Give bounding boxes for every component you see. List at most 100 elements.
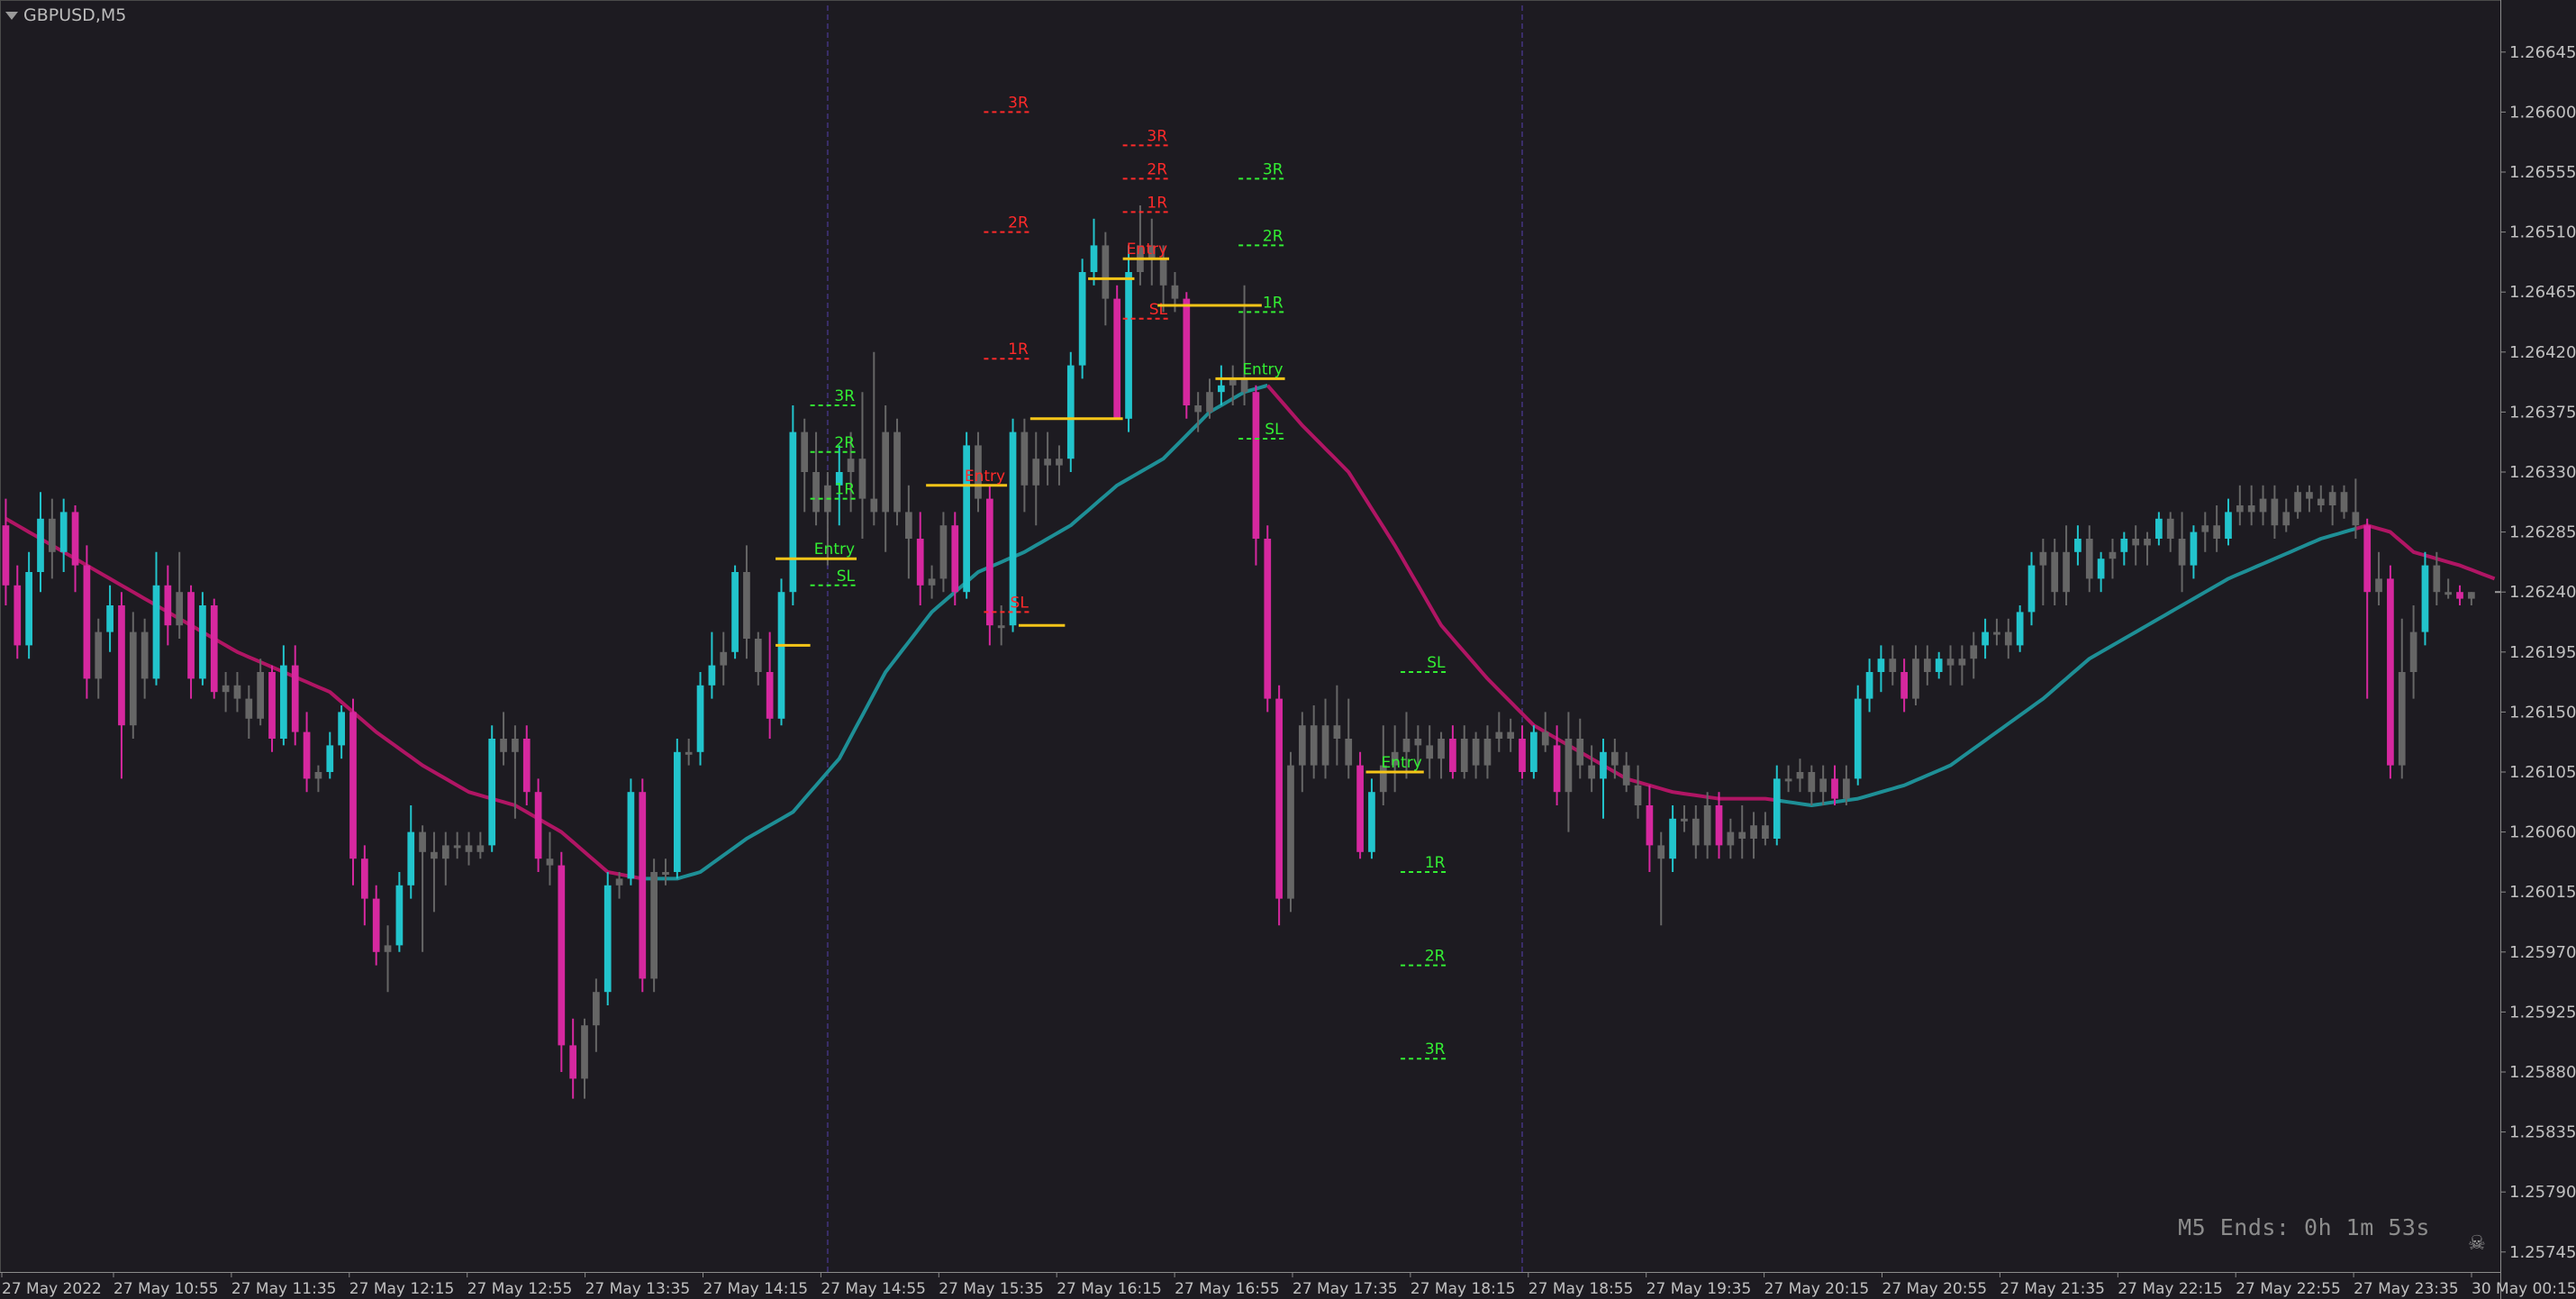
candle-body <box>1831 778 1838 799</box>
level-label: 2R <box>834 434 855 452</box>
candle-body <box>2398 672 2406 766</box>
candle-body <box>1426 745 1434 759</box>
candle-body <box>1530 731 1537 772</box>
candle-body <box>2213 525 2220 539</box>
candle-body <box>2016 612 2024 646</box>
y-tick-label: 1.26195 <box>2509 643 2576 662</box>
candle-body <box>1009 431 1017 626</box>
candle-body <box>1206 392 1213 413</box>
candle-body <box>1345 739 1353 766</box>
candle-body <box>1588 765 1595 779</box>
candle-body <box>2109 551 2117 559</box>
candle-body <box>1970 645 1978 659</box>
candle-body <box>2178 539 2186 566</box>
moving-average-line <box>5 517 643 881</box>
candle-body <box>835 472 843 486</box>
candle-body <box>2294 492 2301 513</box>
candle-body <box>639 792 647 979</box>
y-tick-label: 1.26600 <box>2509 103 2576 122</box>
x-tick-label: 27 May 15:35 <box>939 1280 1044 1298</box>
candle-body <box>975 445 982 499</box>
candle-body <box>465 845 473 852</box>
y-tick-label: 1.26105 <box>2509 763 2576 782</box>
candle-body <box>1715 805 1723 846</box>
candle-body <box>1900 672 1908 699</box>
candle-body <box>1113 298 1121 419</box>
candle-body <box>118 605 125 726</box>
candle-body <box>985 498 993 626</box>
candle-body <box>488 739 496 846</box>
candle-body <box>1438 739 1445 759</box>
y-tick-label: 1.25880 <box>2509 1063 2576 1082</box>
candle-body <box>2155 518 2163 539</box>
candle-body <box>777 592 785 719</box>
candle-body <box>754 639 762 672</box>
candle-body <box>453 845 461 849</box>
candle-body <box>1356 765 1364 852</box>
level-label: 3R <box>834 387 855 405</box>
candle-body <box>1460 739 1468 772</box>
candle-body <box>1472 739 1480 766</box>
y-tick-label: 1.25790 <box>2509 1183 2576 1202</box>
level-label: SL <box>1011 594 1029 612</box>
candle-body <box>685 751 693 755</box>
candle-body <box>627 792 635 879</box>
candle-body <box>384 945 392 952</box>
candle-body <box>326 745 334 772</box>
candle-body <box>720 651 728 666</box>
candle-body <box>1843 778 1850 799</box>
y-tick-label: 1.26060 <box>2509 823 2576 842</box>
candle-body <box>963 445 970 593</box>
candle-body <box>2039 551 2047 566</box>
x-tick-label: 27 May 22:15 <box>2118 1280 2223 1298</box>
candle-body <box>106 605 113 632</box>
candle-body <box>2 525 10 586</box>
candle-body <box>395 885 404 946</box>
candle-body <box>268 672 276 739</box>
candle-body <box>2433 565 2441 593</box>
candle-body <box>546 858 554 866</box>
candle-body <box>1414 739 1422 746</box>
candle-body <box>2259 498 2267 513</box>
candle-body <box>1449 739 1456 772</box>
level-label: 1R <box>1263 294 1283 312</box>
candle-body <box>25 572 32 646</box>
y-tick-label: 1.26645 <box>2509 43 2576 62</box>
candle-body <box>2409 631 2417 672</box>
candle-body <box>152 585 160 679</box>
candle-body <box>441 845 449 859</box>
x-tick-label: 27 May 10:55 <box>113 1280 219 1298</box>
candle-body <box>801 431 809 472</box>
moving-average-line <box>1776 526 2356 807</box>
candle-body <box>1171 285 1179 299</box>
candle-body <box>1553 745 1561 793</box>
candle-body <box>83 565 91 679</box>
candle-body <box>222 685 230 693</box>
candle-body <box>1877 659 1885 672</box>
candle-body <box>2468 592 2475 599</box>
candle-body <box>164 585 172 626</box>
level-label: 2R <box>1008 214 1029 232</box>
candle-body <box>1519 739 1526 772</box>
candle-body <box>1056 459 1063 466</box>
candle-body <box>893 431 901 513</box>
x-tick-label: 27 May 11:35 <box>231 1280 337 1298</box>
level-label: Entry <box>965 468 1005 486</box>
candle-body <box>338 712 345 746</box>
candle-body <box>2328 492 2336 505</box>
level-label: 3R <box>1425 1040 1446 1058</box>
candle-body <box>1727 831 1735 846</box>
symbol-header[interactable]: GBPUSD,M5 <box>5 5 126 25</box>
level-label: Entry <box>1127 241 1167 259</box>
candle-body <box>1252 392 1260 539</box>
y-tick-label: 1.25925 <box>2509 1003 2576 1022</box>
triangle-down-icon[interactable] <box>5 11 18 20</box>
candle-body <box>2375 578 2382 593</box>
y-tick-label: 1.25835 <box>2509 1123 2576 1142</box>
x-tick-label: 27 May 12:15 <box>349 1280 455 1298</box>
candle-body <box>731 572 739 652</box>
candle-body <box>1565 739 1573 793</box>
y-tick-label: 1.26015 <box>2509 883 2576 902</box>
